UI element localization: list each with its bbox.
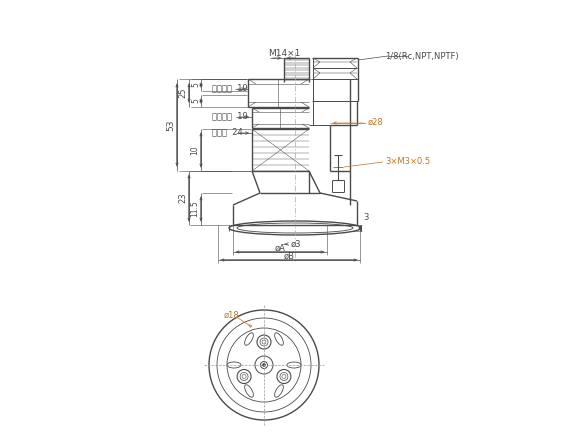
Text: ø28: ø28 [368, 118, 384, 126]
Text: 53: 53 [167, 119, 175, 131]
Text: 3×M3×0.5: 3×M3×0.5 [385, 157, 430, 166]
Text: M14×1: M14×1 [268, 49, 300, 59]
Text: 六角対辺  19: 六角対辺 19 [212, 111, 248, 121]
Text: 11.5: 11.5 [191, 201, 199, 217]
Text: 1/8(Rc,NPT,NPTF): 1/8(Rc,NPT,NPTF) [385, 52, 459, 60]
Text: ø18: ø18 [224, 311, 240, 319]
Text: 二面幅  24: 二面幅 24 [212, 128, 243, 136]
Text: 23: 23 [178, 193, 188, 203]
Text: 5: 5 [191, 83, 201, 87]
Text: 3: 3 [363, 214, 368, 222]
Text: 六角対辺  19: 六角対辺 19 [212, 83, 248, 93]
Text: øA: øA [275, 243, 286, 253]
Text: ø3: ø3 [291, 239, 301, 249]
Text: øB: øB [283, 252, 294, 260]
Text: 5: 5 [191, 99, 201, 104]
Circle shape [262, 364, 265, 367]
Text: 10: 10 [191, 145, 199, 155]
Text: 25: 25 [178, 88, 188, 98]
